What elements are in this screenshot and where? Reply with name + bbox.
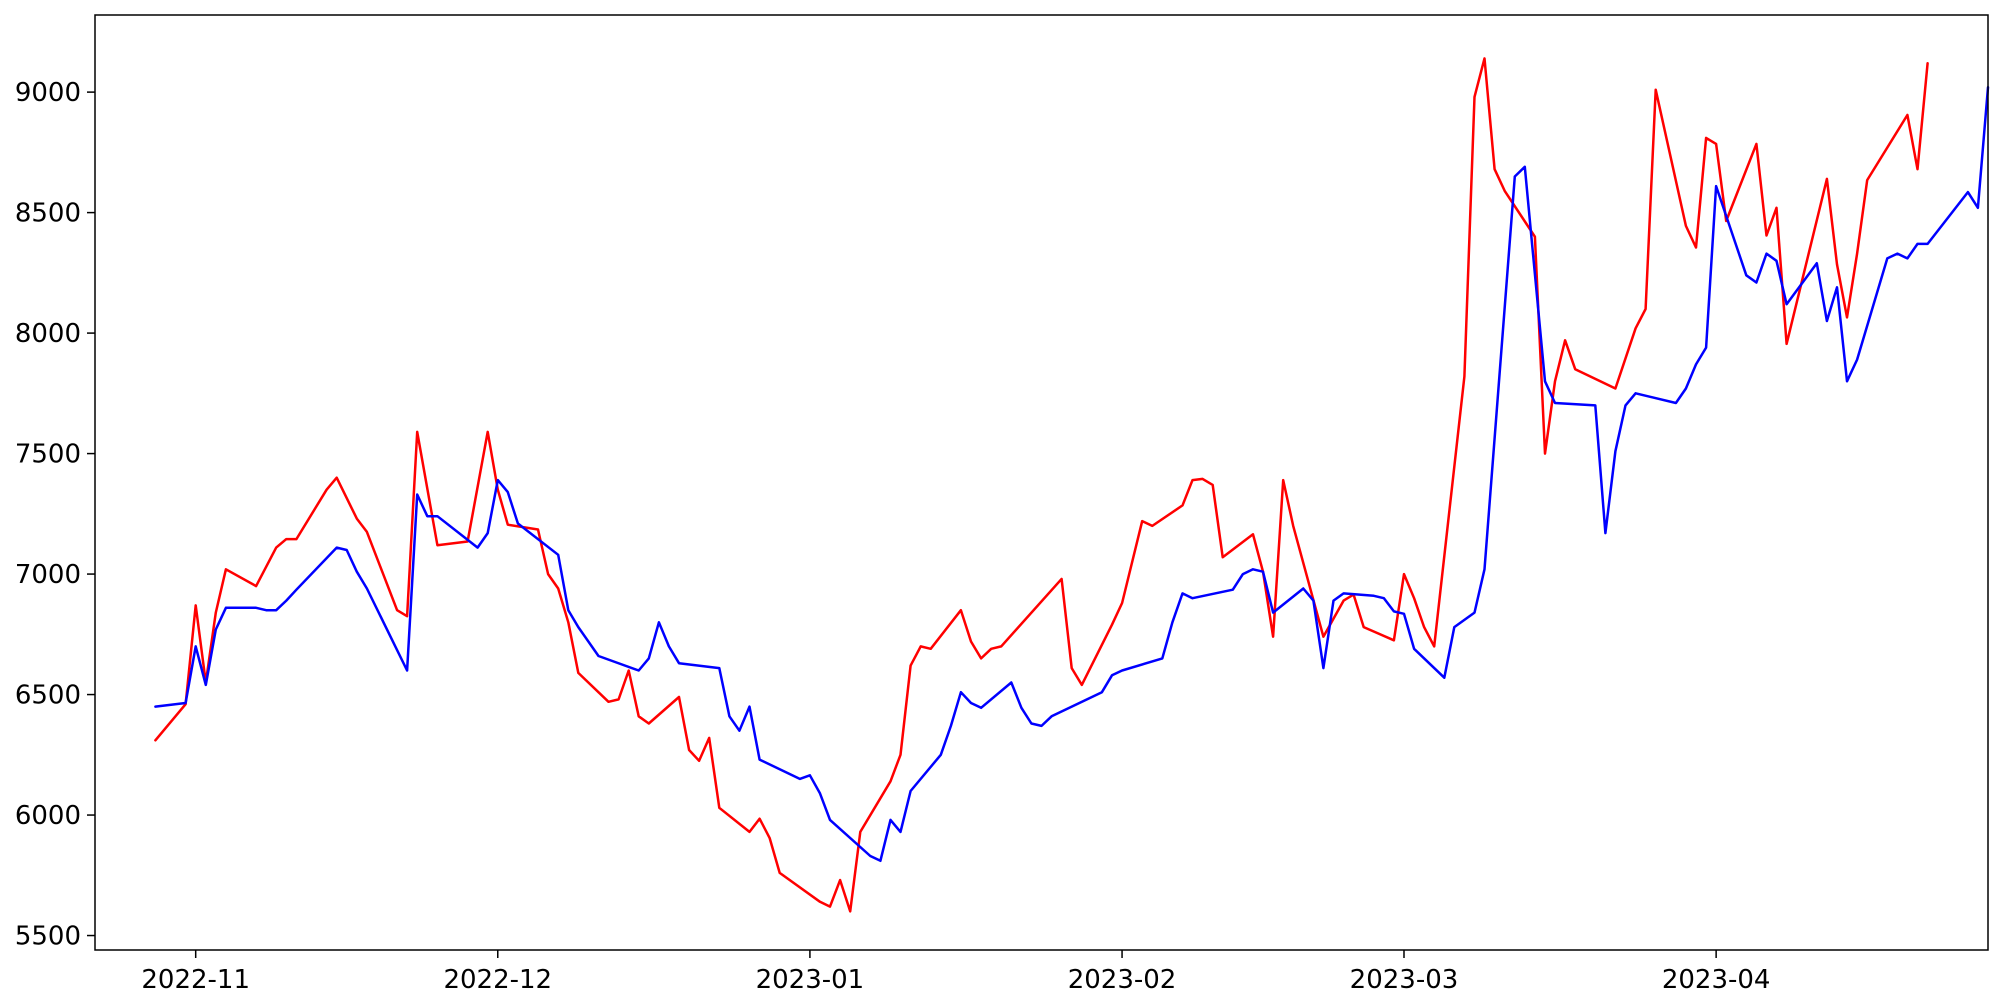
plot-frame	[94, 14, 1989, 951]
series-lines	[154, 57, 1990, 913]
x-tick-label: 2023-01	[756, 965, 865, 995]
y-axis: 5500 6000 6500 7000 7500 8000 8500 9000	[15, 78, 95, 952]
y-tick-label: 8500	[15, 199, 81, 229]
y-tick-label: 5500	[15, 922, 81, 952]
series-line-2	[154, 86, 1990, 863]
x-tick-label: 2022-11	[141, 965, 250, 995]
x-tick-label: 2022-12	[443, 965, 552, 995]
x-tick-label: 2023-02	[1068, 965, 1177, 995]
y-tick-label: 6500	[15, 681, 81, 711]
y-tick-label: 8000	[15, 319, 81, 349]
x-axis: 2022-11 2022-12 2023-01 2023-02 2023-03 2023-…	[141, 950, 1770, 995]
y-tick-label: 7500	[15, 440, 81, 470]
y-tick-label: 6000	[15, 801, 81, 831]
y-tick-label: 7000	[15, 560, 81, 590]
y-tick-label: 9000	[15, 78, 81, 108]
x-tick-label: 2023-03	[1350, 965, 1459, 995]
series-line-1	[154, 57, 1929, 913]
x-tick-label: 2023-04	[1662, 965, 1771, 995]
